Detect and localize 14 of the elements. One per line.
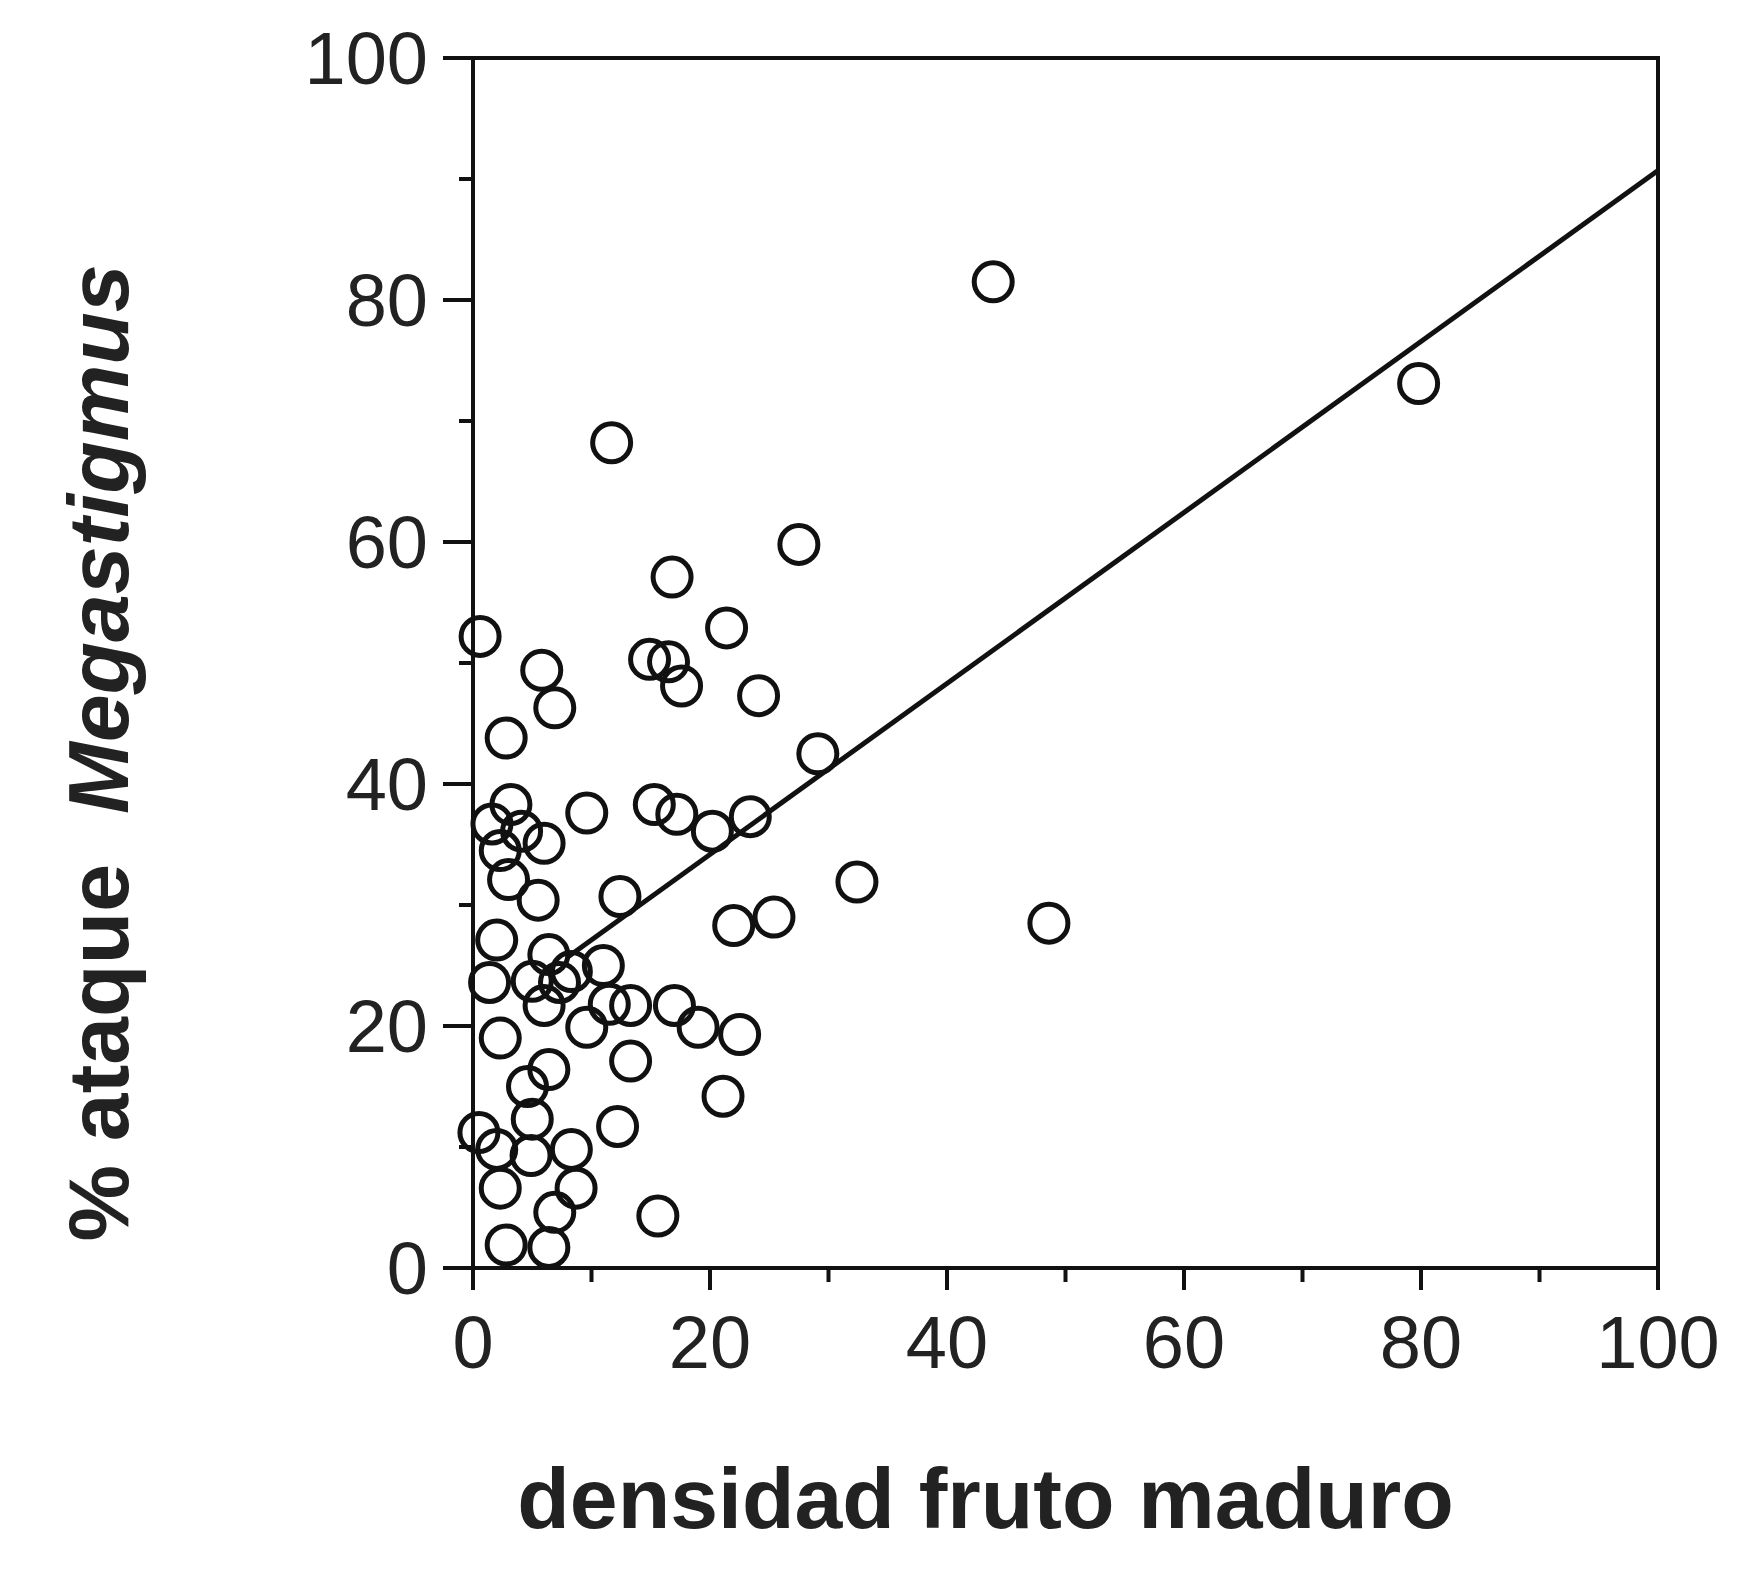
y-axis-title: % ataque Megastigmus	[50, 264, 146, 1242]
x-tick-label: 80	[1379, 1301, 1463, 1384]
y-tick-label: 100	[304, 16, 428, 100]
x-tick-label: 100	[1596, 1301, 1720, 1384]
y-tick-label: 80	[345, 258, 428, 342]
y-tick-label: 0	[386, 1226, 428, 1310]
y-tick-label: 60	[345, 500, 428, 584]
y-tick-label: 40	[345, 742, 428, 826]
x-tick-label: 0	[452, 1301, 494, 1384]
x-tick-label: 20	[668, 1301, 752, 1384]
x-axis-title: densidad fruto maduro	[517, 1450, 1454, 1546]
x-tick-label: 60	[1142, 1301, 1226, 1384]
x-tick-label: 40	[905, 1301, 989, 1384]
y-tick-label: 20	[345, 984, 428, 1068]
